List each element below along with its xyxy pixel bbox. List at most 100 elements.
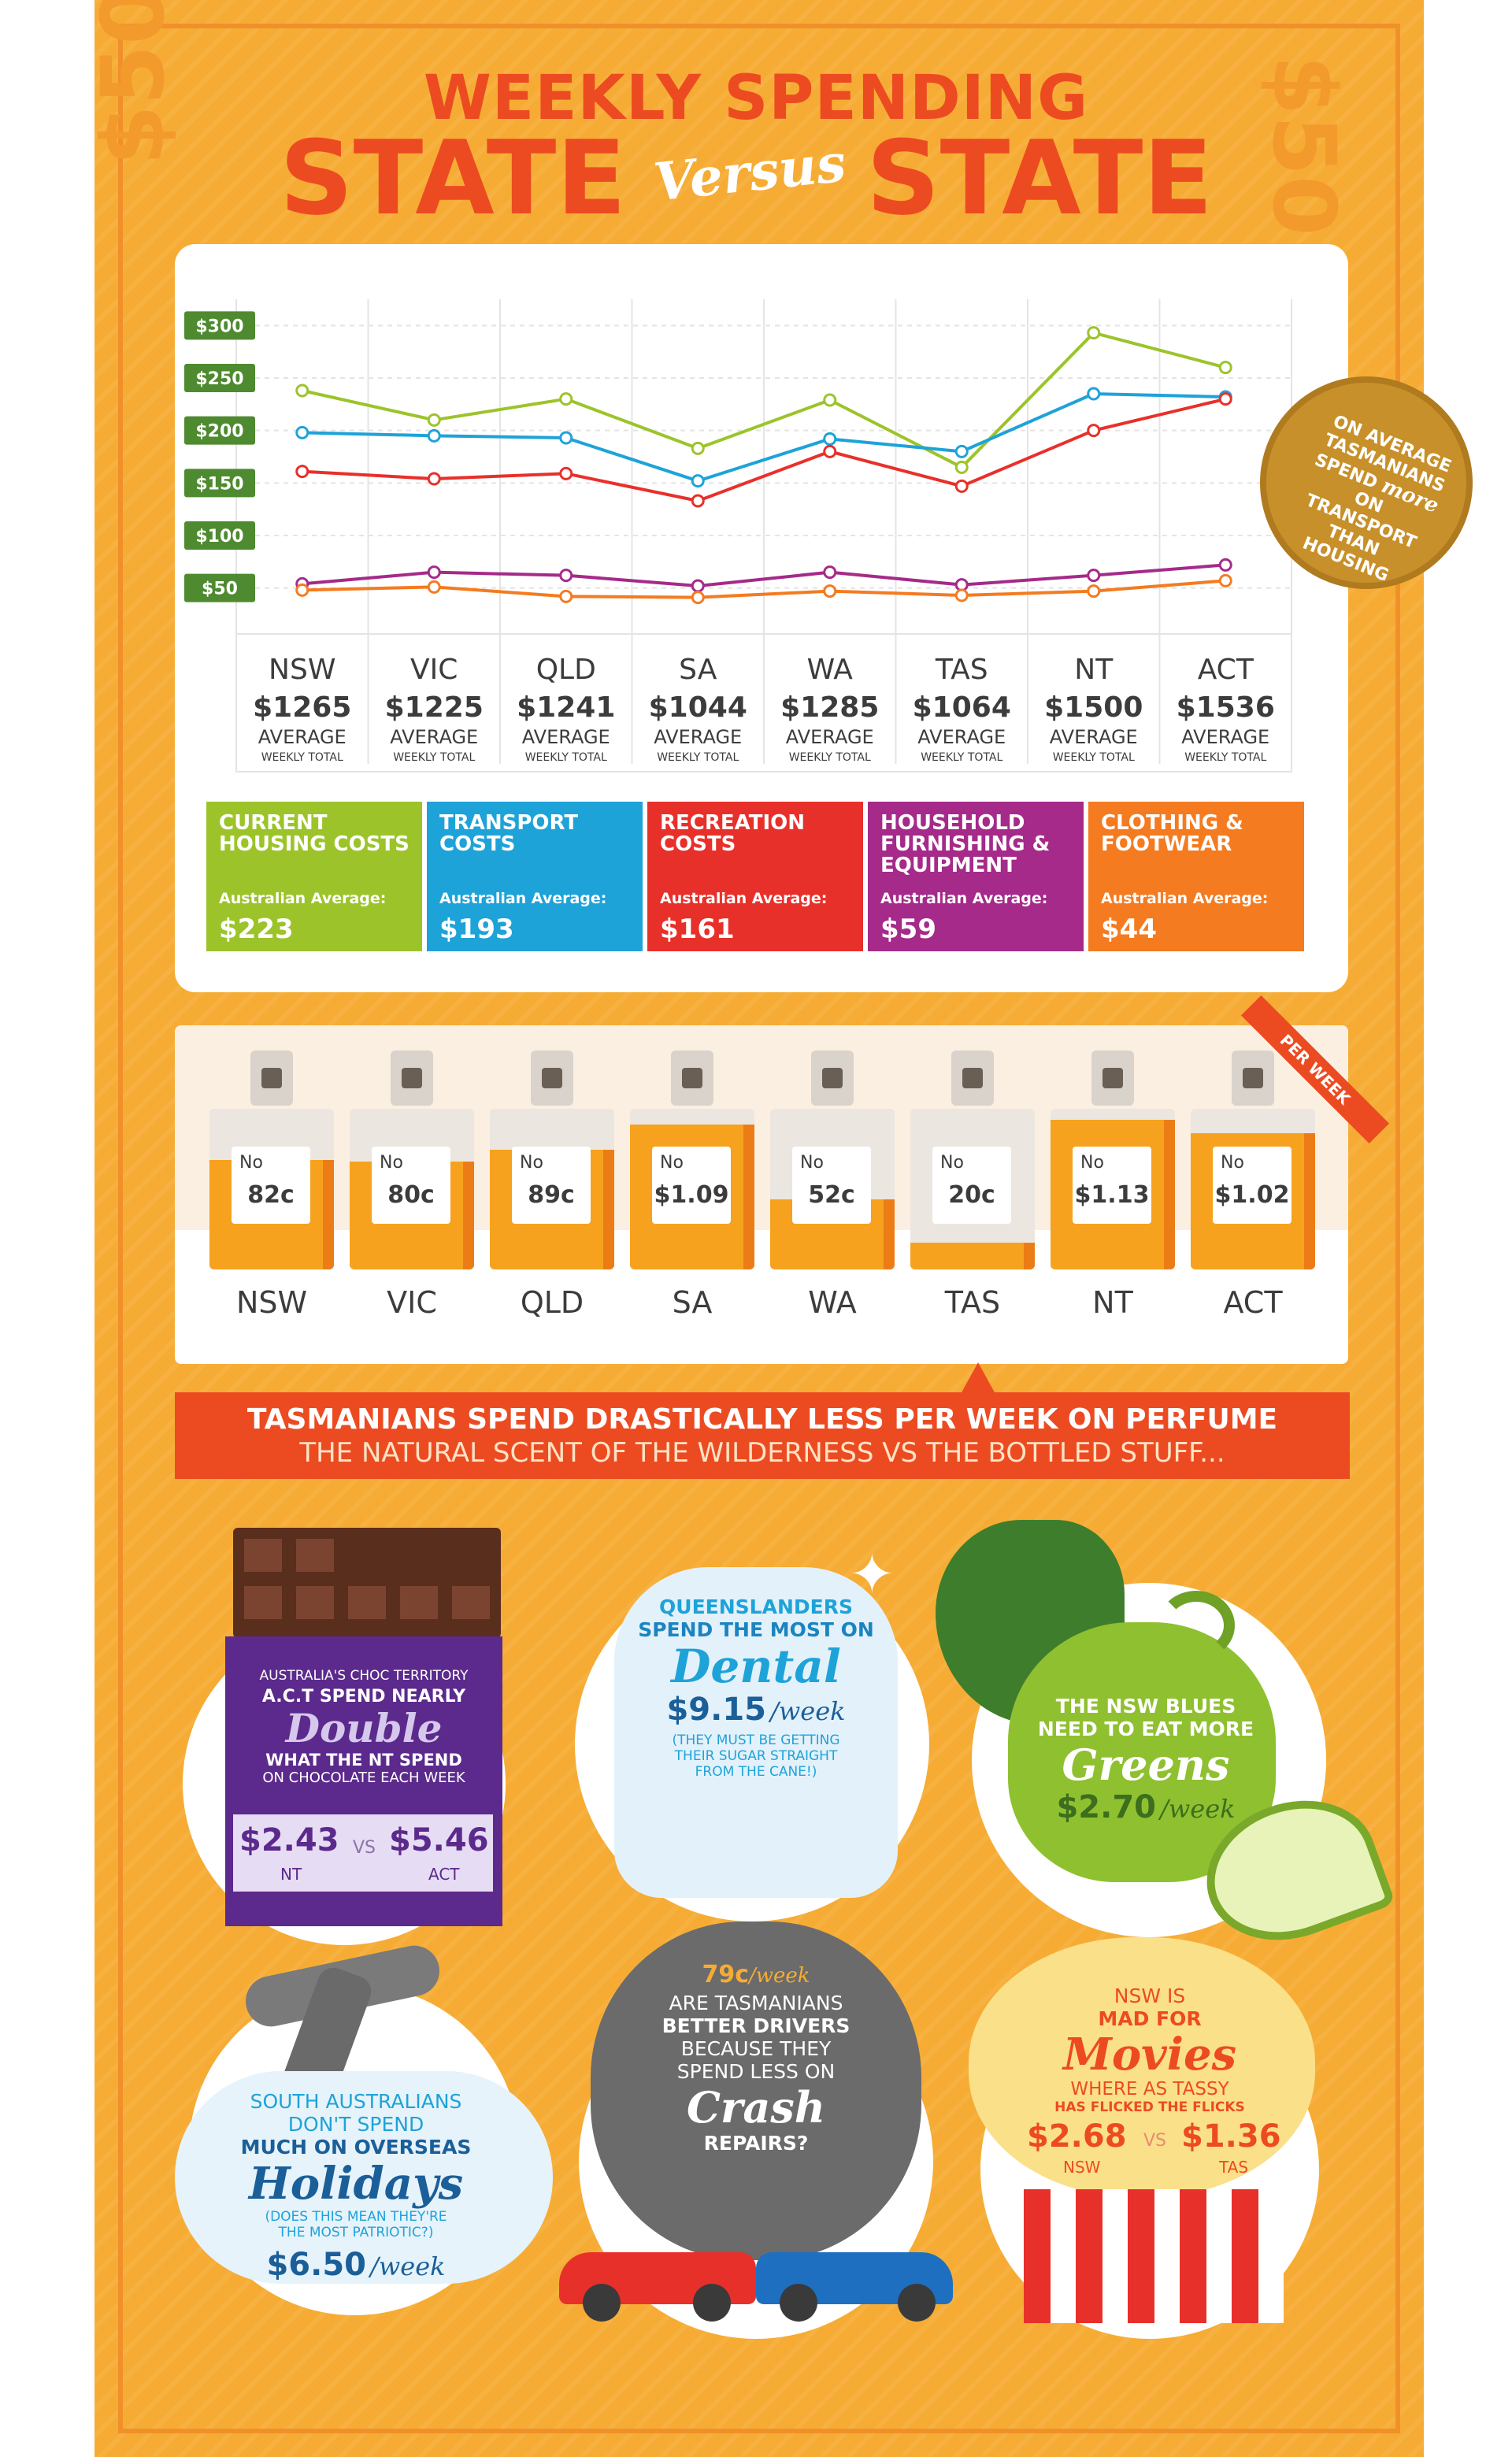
legend-average-value: $44 [1101, 914, 1157, 945]
movies-line3: WHERE AS TASSY [1070, 2079, 1229, 2099]
holidays-title: Holidays [248, 2158, 464, 2210]
y-tick-label: $250 [195, 369, 243, 389]
perfume-state-label: QLD [520, 1285, 584, 1320]
weekly-total-value: $1500 [1044, 691, 1143, 724]
weekly-total-caption: AVERAGE [917, 726, 1006, 748]
x-tick-label: NT [1074, 654, 1114, 686]
choc-line4: ON CHOCOLATE EACH WEEK [262, 1770, 465, 1786]
perfume-label: No $1.13 [1073, 1147, 1151, 1224]
poster-frame [118, 24, 1400, 2433]
perfume-bottle: No 82c [209, 1109, 334, 1269]
perfume-bottle: No 20c [910, 1109, 1035, 1269]
data-point [559, 466, 573, 480]
weekly-total-value: $1265 [253, 691, 351, 724]
dental-line1: QUEENSLANDERS [659, 1595, 853, 1618]
perfume-bottle: No 80c [350, 1109, 474, 1269]
data-point [823, 393, 837, 407]
legend-average-value: $193 [439, 914, 514, 945]
data-point [954, 588, 969, 602]
data-point [954, 444, 969, 458]
movies-line4: HAS FLICKED THE FLICKS [1054, 2099, 1245, 2115]
movies-line1: NSW IS [1114, 1984, 1186, 2007]
y-tick-label: $200 [195, 422, 243, 442]
data-point [1218, 558, 1232, 572]
holidays-line1: SOUTH AUSTRALIANS [250, 2090, 462, 2113]
legend-average-value: $223 [219, 914, 294, 945]
perfume-no-label: No [660, 1153, 684, 1173]
data-point [427, 472, 441, 486]
x-tick-label: VIC [410, 654, 458, 686]
weekly-total-caption: AVERAGE [390, 726, 478, 748]
holidays-line3: MUCH ON OVERSEAS [240, 2136, 472, 2159]
weekly-total-subcaption: WEEKLY TOTAL [393, 751, 475, 764]
popcorn-icon [969, 1937, 1315, 2197]
greens-unit: /week [1160, 1794, 1236, 1824]
title-state-left: STATE [280, 118, 627, 238]
line-chart: $300$250$200$150$100$50 NSW$1265AVERAGEW… [184, 299, 1292, 773]
data-point [1218, 573, 1232, 587]
legend-average-label: Australian Average: [880, 890, 1048, 907]
perfume-label: No $1.02 [1213, 1147, 1292, 1224]
chocolate-bar-icon [233, 1528, 501, 1638]
banner-line1: TASMANIANS SPEND DRASTICALLY LESS PER WE… [246, 1403, 1278, 1436]
x-tick-label: ACT [1198, 654, 1254, 686]
perfume-value: $1.02 [1214, 1181, 1290, 1209]
weekly-total-value: $1044 [649, 691, 747, 724]
weekly-total-subcaption: WEEKLY TOTAL [657, 751, 739, 764]
perfume-value: 80c [387, 1181, 435, 1209]
perfume-value: 82c [247, 1181, 295, 1209]
perfume-no-label: No [520, 1153, 543, 1173]
car-wheel-icon [583, 2284, 621, 2322]
cloud-icon [175, 2071, 553, 2284]
tooth-icon [614, 1567, 898, 1898]
bottle-cap-icon [671, 1051, 713, 1106]
legend-box: RECREATION COSTS Australian Average: $161 [647, 802, 863, 951]
bottle-cap-icon [951, 1051, 994, 1106]
perfume-value: 52c [808, 1181, 855, 1209]
perfume-no-label: No [1080, 1153, 1104, 1173]
choc-compare-box: $2.43 NT VS $5.46 ACT [233, 1814, 493, 1892]
choc-act-label: ACT [428, 1865, 460, 1884]
series-line [302, 331, 1226, 469]
legend-box: HOUSEHOLD FURNISHING & EQUIPMENT Australi… [868, 802, 1084, 951]
holidays-note2: THE MOST PATRIOTIC?) [278, 2225, 434, 2240]
x-tick-label: TAS [935, 654, 988, 686]
crash-line4: SPEND LESS ON [676, 2060, 836, 2083]
weekly-total-subcaption: WEEKLY TOTAL [525, 751, 607, 764]
perfume-state-label: WA [808, 1285, 857, 1320]
legend-title: HOUSEHOLD FURNISHING & EQUIPMENT [880, 811, 1051, 877]
movies-compare: $2.68 NSW VS $1.36 TAS [1024, 2118, 1284, 2181]
data-point [295, 583, 309, 597]
y-tick-label: $150 [195, 474, 243, 494]
greens-value: $2.70 [1056, 1789, 1156, 1825]
x-tick-label: QLD [536, 654, 596, 686]
crash-line5: REPAIRS? [703, 2132, 809, 2155]
data-point [427, 580, 441, 594]
perfume-state-label: VIC [387, 1285, 437, 1320]
legend-average-label: Australian Average: [660, 890, 828, 907]
data-point [1087, 569, 1101, 583]
perfume-no-label: No [239, 1153, 263, 1173]
crash-line3: BECAUSE THEY [680, 2037, 832, 2060]
y-tick-badge [184, 311, 255, 340]
y-tick-label: $300 [195, 317, 243, 336]
title-state-right: STATE [866, 118, 1214, 238]
perfume-bottle: No $1.13 [1051, 1109, 1175, 1269]
sparkle-icon: ✦ [849, 1542, 895, 1606]
data-point [295, 384, 309, 398]
movies-line2: MAD FOR [1098, 2007, 1202, 2030]
perfume-bottle: No 89c [490, 1109, 614, 1269]
weekly-total-caption: AVERAGE [522, 726, 610, 748]
weekly-total-value: $1285 [780, 691, 879, 724]
y-tick-label: $50 [202, 580, 238, 599]
crash-value: 79c [702, 1961, 749, 1988]
weekly-total-value: $1064 [913, 691, 1011, 724]
data-point [954, 479, 969, 493]
movies-tas-value: $1.36 [1181, 2118, 1281, 2155]
holidays-line2: DON'T SPEND [287, 2113, 424, 2136]
data-point [823, 432, 837, 446]
weekly-total-subcaption: WEEKLY TOTAL [1184, 751, 1266, 764]
movies-tas-label: TAS [1219, 2158, 1249, 2177]
perfume-state-label: NSW [235, 1285, 308, 1320]
weekly-total-value: $1225 [385, 691, 484, 724]
